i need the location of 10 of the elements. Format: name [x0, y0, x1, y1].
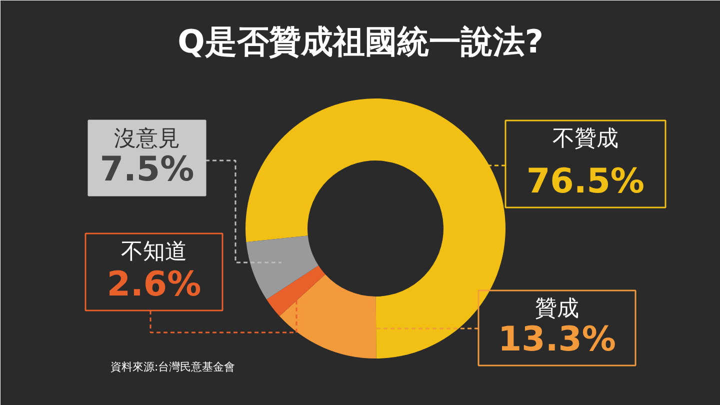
slice-label: 不知道	[121, 240, 187, 264]
slice-label: 沒意見	[114, 126, 180, 152]
data-label: 7.5%	[100, 150, 194, 190]
data-label: 13.3%	[498, 320, 616, 360]
slice-label: 贊成	[535, 296, 579, 322]
data-label: 76.5%	[526, 162, 644, 202]
data-label: 2.6%	[106, 264, 202, 304]
slice-label: 不贊成	[552, 126, 618, 152]
chart-title: Q是否贊成祖國統一說法?	[178, 22, 544, 60]
source-note: 資料來源:台灣民意基金會	[110, 360, 236, 374]
